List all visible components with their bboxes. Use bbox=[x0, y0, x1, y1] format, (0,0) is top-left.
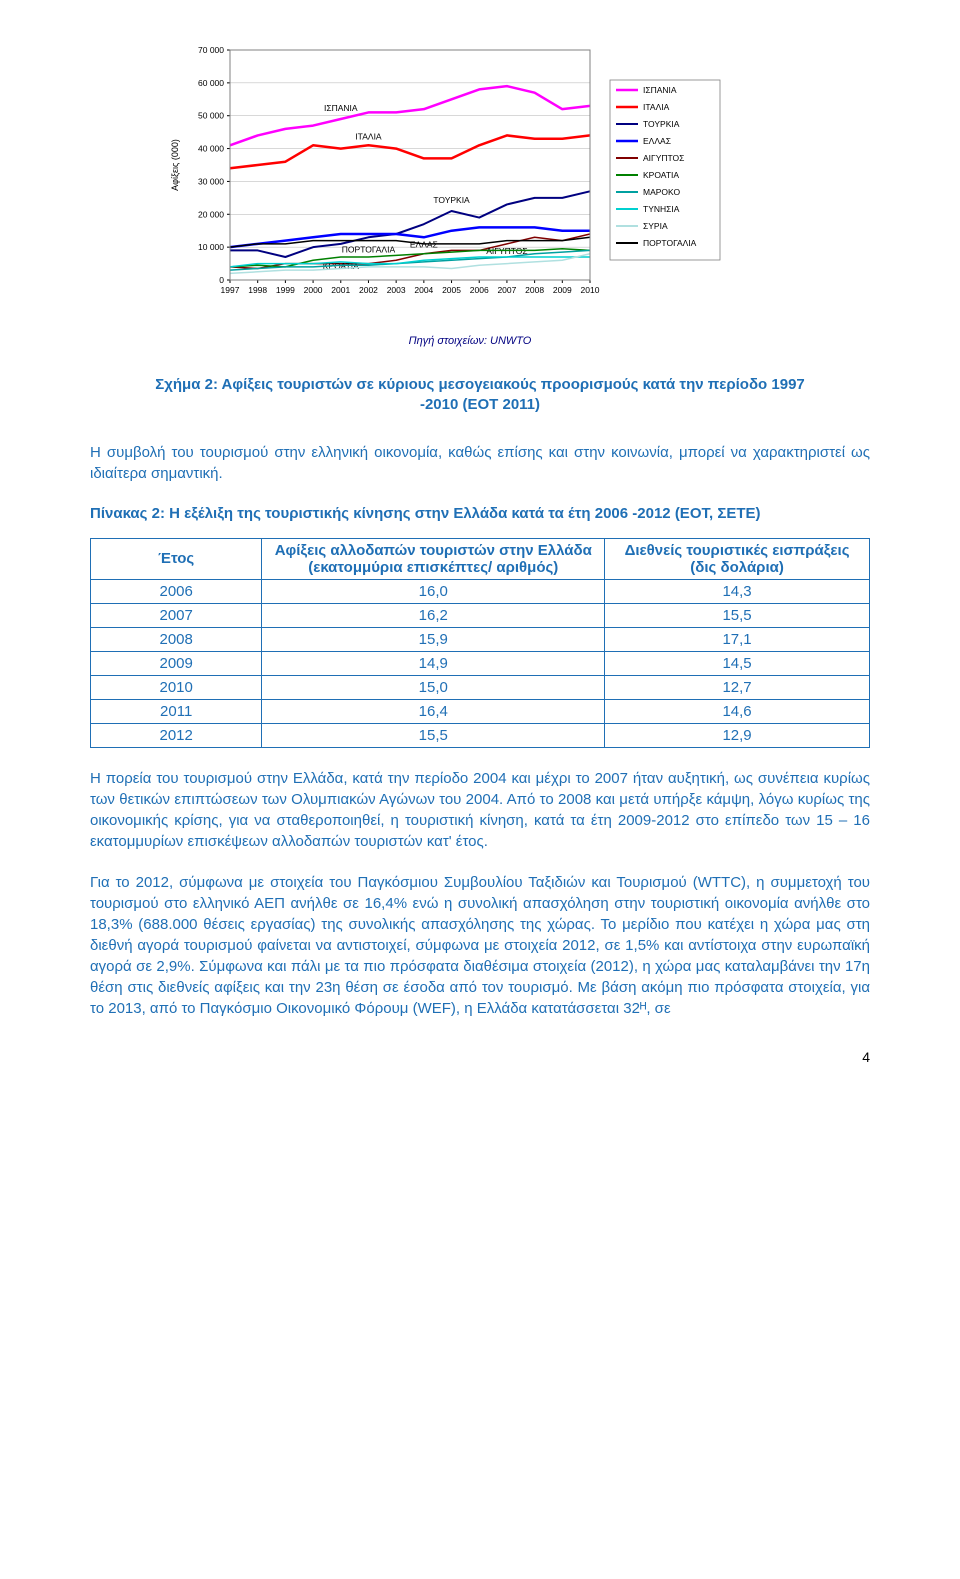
svg-text:Αφίξεις (000): Αφίξεις (000) bbox=[170, 139, 180, 191]
cell-receipts: 12,7 bbox=[605, 675, 870, 699]
svg-text:ΠΟΡΤΟΓΑΛΙΑ: ΠΟΡΤΟΓΑΛΙΑ bbox=[643, 238, 697, 248]
cell-receipts: 12,9 bbox=[605, 723, 870, 747]
paragraph-3: Για το 2012, σύμφωνα με στοιχεία του Παγ… bbox=[90, 872, 870, 1019]
svg-text:1998: 1998 bbox=[248, 285, 267, 295]
table-row: 200716,215,5 bbox=[91, 603, 870, 627]
cell-receipts: 14,3 bbox=[605, 579, 870, 603]
svg-text:2000: 2000 bbox=[304, 285, 323, 295]
svg-text:ΙΣΠΑΝΙΑ: ΙΣΠΑΝΙΑ bbox=[643, 85, 677, 95]
col-year: Έτος bbox=[91, 538, 262, 579]
line-chart-svg: 0 10 000 20 000 30 000 40 000 50 000 60 000 70 … bbox=[160, 20, 780, 320]
svg-text:10 000: 10 000 bbox=[198, 242, 224, 252]
svg-text:70 000: 70 000 bbox=[198, 45, 224, 55]
cell-receipts: 14,6 bbox=[605, 699, 870, 723]
caption-line1: Σχήμα 2: Αφίξεις τουριστών σε κύριους με… bbox=[155, 376, 805, 393]
table-row: 201215,512,9 bbox=[91, 723, 870, 747]
svg-text:30 000: 30 000 bbox=[198, 176, 224, 186]
svg-text:2010: 2010 bbox=[581, 285, 600, 295]
cell-year: 2012 bbox=[91, 723, 262, 747]
svg-text:ΤΟΥΡΚΙΑ: ΤΟΥΡΚΙΑ bbox=[433, 195, 470, 205]
svg-text:40 000: 40 000 bbox=[198, 144, 224, 154]
svg-text:1999: 1999 bbox=[276, 285, 295, 295]
svg-text:ΤΟΥΡΚΙΑ: ΤΟΥΡΚΙΑ bbox=[643, 119, 680, 129]
cell-year: 2006 bbox=[91, 579, 262, 603]
svg-text:60 000: 60 000 bbox=[198, 78, 224, 88]
cell-year: 2009 bbox=[91, 651, 262, 675]
svg-text:ΙΤΑΛΙΑ: ΙΤΑΛΙΑ bbox=[643, 102, 670, 112]
page-number: 4 bbox=[90, 1049, 870, 1065]
cell-year: 2008 bbox=[91, 627, 262, 651]
cell-receipts: 17,1 bbox=[605, 627, 870, 651]
svg-text:2006: 2006 bbox=[470, 285, 489, 295]
cell-visitors: 15,5 bbox=[262, 723, 605, 747]
cell-visitors: 15,0 bbox=[262, 675, 605, 699]
table-2-caption: Πίνακας 2: Η εξέλιξη της τουριστικής κίν… bbox=[90, 504, 870, 524]
svg-text:ΚΡΟΑΤΙΑ: ΚΡΟΑΤΙΑ bbox=[643, 170, 679, 180]
cell-visitors: 16,4 bbox=[262, 699, 605, 723]
cell-receipts: 14,5 bbox=[605, 651, 870, 675]
svg-text:2001: 2001 bbox=[331, 285, 350, 295]
table-row: 201015,012,7 bbox=[91, 675, 870, 699]
svg-text:ΜΑΡΟΚΟ: ΜΑΡΟΚΟ bbox=[643, 187, 680, 197]
tourism-table: Έτος Αφίξεις αλλοδαπών τουριστών στην Ελ… bbox=[90, 538, 870, 748]
svg-text:2009: 2009 bbox=[553, 285, 572, 295]
svg-text:2004: 2004 bbox=[414, 285, 433, 295]
cell-receipts: 15,5 bbox=[605, 603, 870, 627]
svg-text:1997: 1997 bbox=[221, 285, 240, 295]
cell-year: 2011 bbox=[91, 699, 262, 723]
svg-text:ΠΟΡΤΟΓΑΛΙΑ: ΠΟΡΤΟΓΑΛΙΑ bbox=[342, 245, 396, 255]
svg-text:ΙΣΠΑΝΙΑ: ΙΣΠΑΝΙΑ bbox=[324, 103, 358, 113]
svg-text:2003: 2003 bbox=[387, 285, 406, 295]
svg-text:ΣΥΡΙΑ: ΣΥΡΙΑ bbox=[643, 221, 668, 231]
svg-text:ΕΛΛΑΣ: ΕΛΛΑΣ bbox=[643, 136, 671, 146]
cell-visitors: 16,2 bbox=[262, 603, 605, 627]
table-row: 200815,917,1 bbox=[91, 627, 870, 651]
table-row: 200914,914,5 bbox=[91, 651, 870, 675]
cell-visitors: 16,0 bbox=[262, 579, 605, 603]
cell-visitors: 14,9 bbox=[262, 651, 605, 675]
document-page: 0 10 000 20 000 30 000 40 000 50 000 60 000 70 … bbox=[0, 0, 960, 1105]
svg-text:2008: 2008 bbox=[525, 285, 544, 295]
chart-source: Πηγή στοιχείων: UNWTO bbox=[160, 335, 780, 347]
table-header-row: Έτος Αφίξεις αλλοδαπών τουριστών στην Ελ… bbox=[91, 538, 870, 579]
cell-visitors: 15,9 bbox=[262, 627, 605, 651]
cell-year: 2007 bbox=[91, 603, 262, 627]
svg-text:20 000: 20 000 bbox=[198, 209, 224, 219]
svg-text:2007: 2007 bbox=[497, 285, 516, 295]
arrivals-chart: 0 10 000 20 000 30 000 40 000 50 000 60 000 70 … bbox=[160, 20, 780, 347]
svg-text:50 000: 50 000 bbox=[198, 111, 224, 121]
col-receipts: Διεθνείς τουριστικές εισπράξεις (δις δολ… bbox=[605, 538, 870, 579]
figure-2-caption: Σχήμα 2: Αφίξεις τουριστών σε κύριους με… bbox=[130, 375, 830, 416]
paragraph-1: Η συμβολή του τουρισμού στην ελληνική οι… bbox=[90, 442, 870, 484]
caption-line2: -2010 (ΕΟΤ 2011) bbox=[420, 396, 540, 413]
svg-text:2005: 2005 bbox=[442, 285, 461, 295]
svg-text:ΙΤΑΛΙΑ: ΙΤΑΛΙΑ bbox=[355, 131, 382, 141]
paragraph-2: Η πορεία του τουρισμού στην Ελλάδα, κατά… bbox=[90, 768, 870, 852]
col-visitors: Αφίξεις αλλοδαπών τουριστών στην Ελλάδα … bbox=[262, 538, 605, 579]
svg-text:ΤΥΝΗΣΙΑ: ΤΥΝΗΣΙΑ bbox=[643, 204, 680, 214]
table-row: 200616,014,3 bbox=[91, 579, 870, 603]
svg-text:ΑΙΓΥΠΤΟΣ: ΑΙΓΥΠΤΟΣ bbox=[643, 153, 684, 163]
svg-text:2002: 2002 bbox=[359, 285, 378, 295]
cell-year: 2010 bbox=[91, 675, 262, 699]
table-row: 201116,414,6 bbox=[91, 699, 870, 723]
svg-text:0: 0 bbox=[219, 275, 224, 285]
